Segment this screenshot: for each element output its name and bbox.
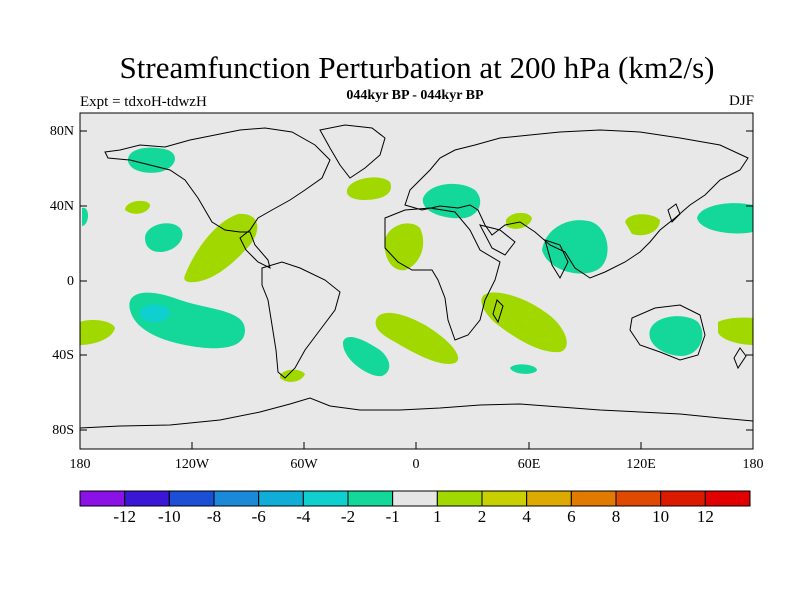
- coastlines: [79, 124, 754, 429]
- colorbar-swatch: [660, 490, 706, 507]
- colorbar-swatch: [258, 490, 304, 507]
- lon-tick-label: 180: [742, 457, 764, 472]
- experiment-label: Expt = tdxoH-tdwzH: [80, 94, 207, 110]
- colorbar-label: -8: [206, 507, 222, 526]
- colorbar-label: 12: [696, 507, 714, 526]
- colorbar-swatch: [526, 490, 572, 507]
- colorbar-label: -2: [340, 507, 356, 526]
- plot-subtitle: 044kyr BP - 044kyr BP: [346, 88, 484, 103]
- coastline-greenland: [319, 124, 386, 179]
- lat-tick-label: 40S: [52, 348, 74, 363]
- lat-tick-marks: [80, 130, 753, 431]
- lon-tick-label: 180: [69, 457, 91, 472]
- colorbar-swatch: [392, 490, 438, 507]
- colorbar-swatch: [347, 490, 394, 507]
- lon-tick-label: 0: [412, 457, 420, 472]
- lat-tick-label: 0: [67, 274, 74, 289]
- colorbar-swatch: [302, 490, 349, 507]
- coastline-eurasia: [404, 129, 749, 279]
- lon-tick-label: 60W: [290, 457, 318, 472]
- colorbar-swatch: [124, 490, 170, 507]
- colorbar-swatch: [436, 490, 483, 507]
- colorbar-swatch: [213, 490, 260, 507]
- colorbar-label: -6: [251, 507, 266, 526]
- lat-tick-label: 40N: [49, 199, 74, 214]
- coastline-antarctica: [79, 397, 754, 429]
- colorbar-label: 2: [477, 507, 487, 526]
- colorbar-label: -12: [113, 507, 136, 526]
- coastline-north-america: [104, 127, 331, 269]
- colorbar-label: -10: [157, 507, 181, 526]
- coastline-japan: [667, 203, 681, 223]
- coastline-africa: [384, 207, 501, 341]
- coastline-australia: [629, 304, 706, 361]
- map-background: [80, 113, 753, 449]
- lat-tick-label: 80S: [52, 423, 74, 438]
- negative-anomaly-regions: [82, 147, 753, 377]
- colorbar-swatch: [704, 490, 751, 507]
- colorbar-label: 6: [567, 507, 576, 526]
- colorbar: [79, 490, 751, 507]
- coastline-south-america: [261, 261, 341, 379]
- colorbar-label: -4: [296, 507, 311, 526]
- colorbar-label: 1: [433, 507, 442, 526]
- colorbar-label: -1: [385, 507, 400, 526]
- colorbar-swatch: [168, 490, 215, 507]
- coastline-arabia: [479, 224, 516, 256]
- colorbar-swatch: [570, 490, 617, 507]
- colorbar-swatch: [79, 490, 126, 507]
- coastline-india: [544, 239, 569, 280]
- lon-tick-label: 120W: [174, 457, 210, 472]
- colorbar-swatch: [615, 490, 662, 507]
- colorbar-label: 8: [611, 507, 621, 526]
- lat-tick-label: 80N: [49, 124, 74, 139]
- coastline-madagascar: [492, 299, 504, 324]
- colorbar-label: 10: [652, 507, 670, 526]
- lon-tick-marks: [79, 442, 754, 449]
- colorbar-label: 4: [522, 507, 531, 526]
- colorbar-swatch: [481, 490, 528, 507]
- season-label: DJF: [728, 93, 754, 109]
- lon-tick-label: 60E: [517, 457, 541, 472]
- plot-title: Streamfunction Perturbation at 200 hPa (…: [119, 50, 715, 85]
- coastline-new-zealand: [733, 347, 747, 370]
- lon-tick-label: 120E: [626, 457, 656, 472]
